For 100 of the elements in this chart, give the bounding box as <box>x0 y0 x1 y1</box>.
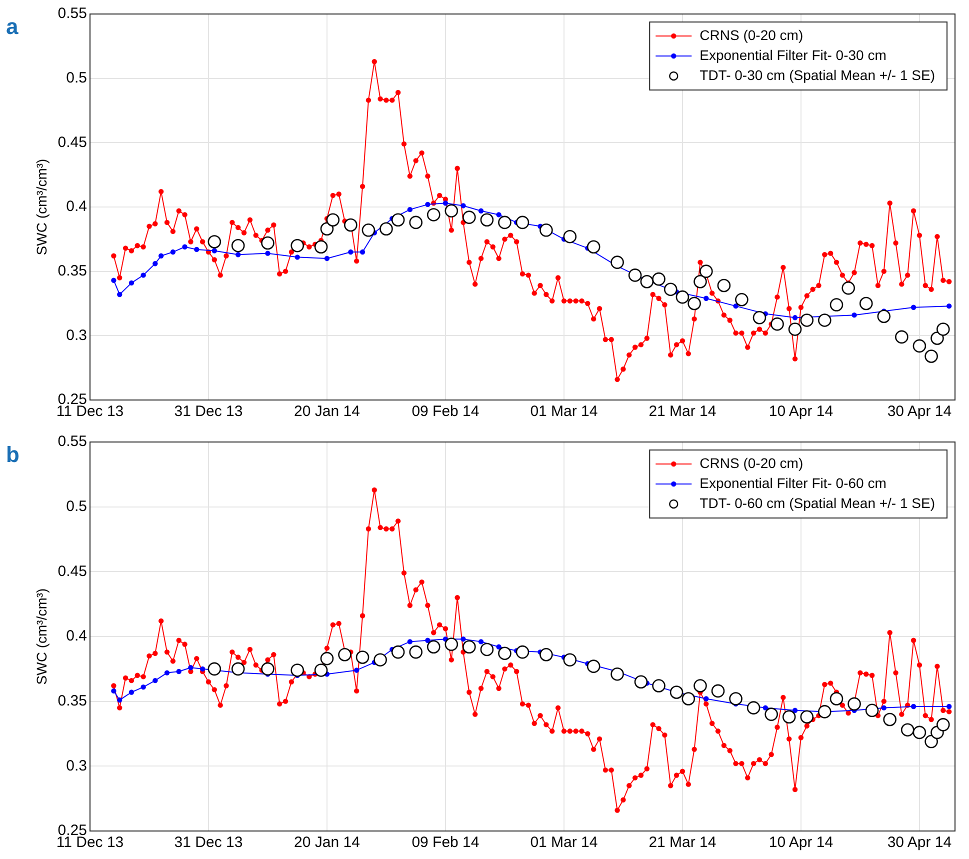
chart-title: b <box>6 442 20 468</box>
point <box>563 653 577 666</box>
y-axis-title: SWC (cm³/cm³) <box>33 158 50 256</box>
point <box>694 679 707 692</box>
point <box>704 296 709 301</box>
point <box>374 653 387 666</box>
point <box>444 638 458 651</box>
point <box>111 688 116 694</box>
x-tick-label: 21 Mar 14 <box>648 834 716 852</box>
y-tick-label: 0.45 <box>58 134 87 151</box>
point <box>117 292 122 298</box>
y-tick-label: 0.35 <box>58 262 87 280</box>
point <box>640 274 654 288</box>
point <box>460 203 466 208</box>
point <box>480 642 494 656</box>
point <box>231 662 245 676</box>
y-tick-label: 0.35 <box>58 692 87 710</box>
point <box>746 701 760 714</box>
point <box>314 240 328 254</box>
point <box>290 664 304 677</box>
point <box>170 249 176 255</box>
point <box>208 662 222 676</box>
point <box>111 278 116 283</box>
x-tick-label: 10 Apr 14 <box>768 403 834 420</box>
point <box>344 218 358 232</box>
point <box>236 252 241 258</box>
point <box>324 256 330 262</box>
point <box>930 332 944 345</box>
point <box>946 704 952 710</box>
point <box>770 317 784 331</box>
point <box>912 726 926 740</box>
point <box>924 350 938 363</box>
x-tick-label: 09 Feb 14 <box>412 403 480 420</box>
point <box>442 200 448 206</box>
legend-label: Exponential Filter Fit- 0-60 cm <box>700 474 886 491</box>
point <box>516 645 530 659</box>
point <box>912 339 926 353</box>
x-tick-label: 31 Dec 13 <box>174 834 243 852</box>
point <box>391 213 405 227</box>
point <box>818 314 832 327</box>
point <box>407 206 413 212</box>
point <box>462 210 476 224</box>
point <box>682 692 696 706</box>
point <box>261 236 274 250</box>
point <box>792 708 798 714</box>
point <box>444 204 458 218</box>
y-tick-label: 0.3 <box>66 757 87 774</box>
point <box>140 272 146 278</box>
point <box>762 705 768 710</box>
y-tick-label: 0.4 <box>66 628 87 645</box>
y-tick-label: 0.45 <box>58 562 87 580</box>
x-tick-label: 30 Apr 14 <box>887 403 952 420</box>
y-tick-label: 0.55 <box>58 5 87 22</box>
point <box>348 249 354 255</box>
point <box>425 638 430 643</box>
point <box>676 290 690 304</box>
point <box>354 668 360 673</box>
point <box>498 216 512 230</box>
x-tick-label: 10 Apr 14 <box>768 834 834 852</box>
point <box>338 648 352 662</box>
point <box>800 314 814 327</box>
point <box>628 268 642 282</box>
legend-label: CRNS (0-20 cm) <box>700 454 804 471</box>
point <box>936 718 950 732</box>
point <box>320 222 334 236</box>
point <box>540 648 553 662</box>
x-tick-label: 09 Feb 14 <box>412 834 480 852</box>
point <box>782 710 796 724</box>
point <box>852 312 857 318</box>
point <box>356 650 370 664</box>
legend-label: TDT- 0-30 cm (Spatial Mean +/- 1 SE) <box>700 66 936 83</box>
y-tick-label: 0.5 <box>66 498 87 515</box>
point <box>792 315 798 320</box>
point <box>212 248 218 254</box>
point <box>231 238 245 252</box>
point <box>733 303 738 309</box>
chart-title: a <box>6 14 18 40</box>
point <box>407 639 413 644</box>
point <box>480 213 494 227</box>
y-axis-title: SWC (cm³/cm³) <box>33 588 50 685</box>
point <box>314 664 328 677</box>
point <box>294 254 300 260</box>
point <box>496 212 502 218</box>
point <box>152 678 158 684</box>
x-tick-label: 20 Jan 14 <box>294 834 360 852</box>
point <box>735 292 748 306</box>
point <box>360 249 366 255</box>
point <box>652 272 666 286</box>
point <box>586 240 600 254</box>
point <box>516 216 530 230</box>
point <box>128 280 134 286</box>
point <box>936 322 950 336</box>
point <box>848 697 861 711</box>
point <box>362 224 376 237</box>
point <box>610 667 624 681</box>
legend-label: Exponential Filter Fit- 0-30 cm <box>700 46 886 63</box>
point <box>208 235 222 248</box>
point <box>391 645 405 659</box>
point <box>610 256 624 269</box>
point <box>764 708 778 721</box>
